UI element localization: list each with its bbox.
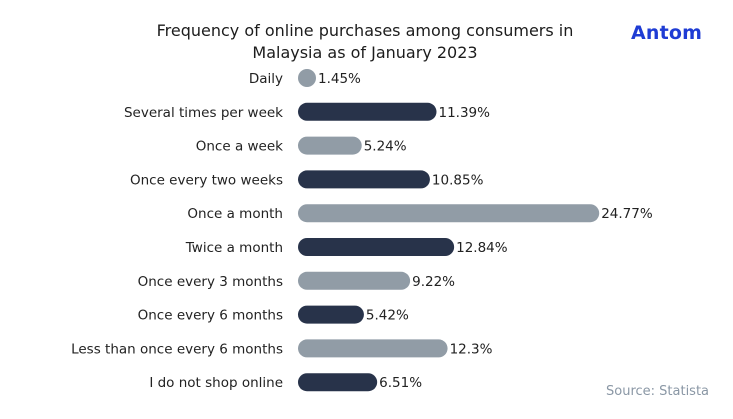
bar: [298, 238, 455, 256]
chart-title-line-2: Malaysia as of January 2023: [252, 43, 478, 62]
category-label: I do not shop online: [149, 375, 283, 391]
bar: [298, 339, 448, 358]
bar: [298, 204, 600, 223]
value-label: 12.3%: [450, 341, 493, 357]
bar: [298, 373, 378, 392]
category-label: Once a week: [196, 139, 283, 155]
value-label: 12.84%: [456, 240, 508, 256]
value-label: 5.42%: [366, 308, 409, 324]
value-label: 24.77%: [601, 206, 653, 222]
bar: [298, 170, 430, 189]
value-label: 11.39%: [439, 105, 491, 121]
value-label: 6.51%: [379, 375, 422, 391]
category-label: Once every two weeks: [130, 172, 283, 188]
bar: [298, 271, 411, 290]
bar: [298, 305, 364, 324]
category-label: Less than once every 6 months: [71, 341, 283, 357]
category-label: Several times per week: [124, 105, 283, 121]
category-label: Once a month: [187, 206, 283, 222]
value-label: 9.22%: [412, 274, 455, 290]
bar: [298, 69, 316, 87]
antom-logo: Antom: [631, 22, 703, 44]
bar: [298, 102, 437, 121]
category-label: Twice a month: [185, 240, 283, 256]
value-label: 5.24%: [364, 139, 407, 155]
value-label: 10.85%: [432, 172, 484, 188]
category-label: Once every 3 months: [138, 274, 283, 290]
value-label: 1.45%: [318, 71, 361, 87]
bar: [298, 136, 362, 155]
source-note: Source: Statista: [606, 384, 710, 399]
chart-title: Frequency of online purchases among cons…: [130, 20, 600, 64]
category-label: Daily: [249, 71, 283, 87]
chart-title-line-1: Frequency of online purchases among cons…: [156, 21, 574, 40]
category-label: Once every 6 months: [138, 308, 283, 324]
